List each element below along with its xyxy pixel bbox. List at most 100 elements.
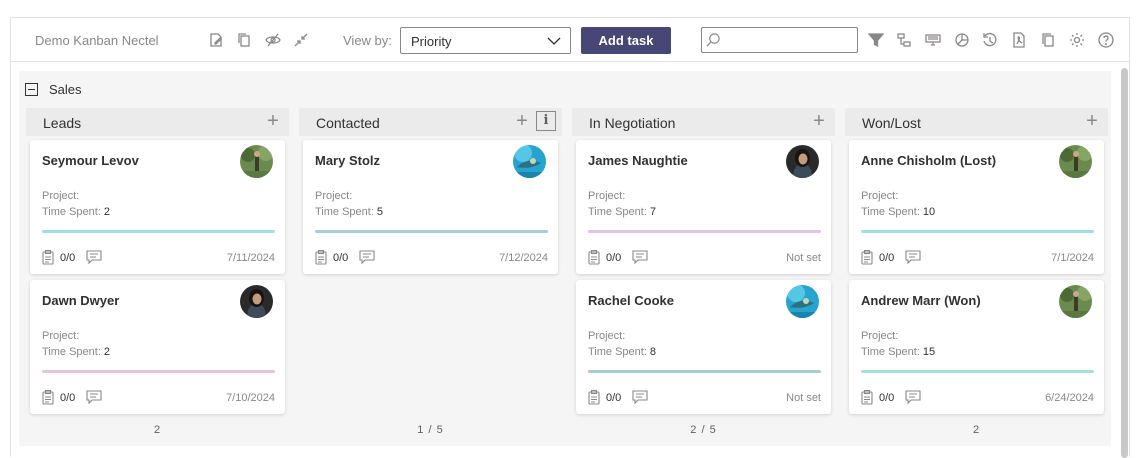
- project-field: Project:: [588, 190, 626, 202]
- add-card-plus-icon[interactable]: +: [1086, 110, 1098, 132]
- pdf-icon[interactable]: [1010, 31, 1028, 49]
- priority-bar: [42, 370, 275, 373]
- card-title: Mary Stolz: [315, 153, 381, 168]
- comment-icon[interactable]: [632, 250, 648, 265]
- avatar[interactable]: [1059, 285, 1092, 318]
- search-input[interactable]: [724, 31, 854, 49]
- task-card[interactable]: Dawn Dwyer Project: Time Spent: 2 0/0 7/1…: [30, 280, 285, 414]
- comment-icon[interactable]: [905, 390, 921, 405]
- duplicate-icon[interactable]: [1039, 31, 1057, 49]
- toolbar: Demo Kanban Nectel View by: Priority Add…: [11, 18, 1129, 62]
- avatar[interactable]: [240, 285, 273, 318]
- card-footer: 0/0 7/10/2024: [42, 389, 275, 406]
- chart-icon[interactable]: [953, 31, 971, 49]
- task-card[interactable]: Anne Chisholm (Lost) Project: Time Spent…: [849, 140, 1104, 274]
- column-count: 2: [153, 424, 162, 436]
- info-icon[interactable]: i: [536, 111, 556, 131]
- card-footer: 0/0 7/11/2024: [42, 249, 275, 266]
- task-card[interactable]: Mary Stolz Project: Time Spent: 5 0/0 7/1…: [303, 140, 558, 274]
- help-icon[interactable]: [1097, 31, 1115, 49]
- due-date: Not set: [786, 252, 821, 264]
- avatar[interactable]: [786, 285, 819, 318]
- avatar[interactable]: [786, 145, 819, 178]
- task-card[interactable]: Andrew Marr (Won) Project: Time Spent: 15…: [849, 280, 1104, 414]
- search-box: [701, 27, 858, 53]
- avatar[interactable]: [240, 145, 273, 178]
- time-spent-field: Time Spent: 15: [861, 346, 936, 358]
- copy-icon[interactable]: [235, 31, 253, 49]
- comment-icon[interactable]: [632, 390, 648, 405]
- priority-bar: [588, 370, 821, 373]
- kanban-board: Sales Leads + Seymour Levov Project: Tim…: [19, 71, 1111, 446]
- priority-bar: [861, 370, 1094, 373]
- task-card[interactable]: James Naughtie Project: Time Spent: 7 0/0…: [576, 140, 831, 274]
- column-title: Leads: [43, 115, 82, 131]
- time-spent-field: Time Spent: 7: [588, 206, 657, 218]
- collapse-icon[interactable]: [292, 31, 310, 49]
- card-title: Seymour Levov: [42, 153, 139, 168]
- checklist-icon: [588, 389, 600, 405]
- checklist-icon: [861, 249, 873, 265]
- priority-bar: [42, 230, 275, 233]
- checklist-count: 0/0: [60, 252, 76, 264]
- history-icon[interactable]: [981, 31, 999, 49]
- card-title: James Naughtie: [588, 153, 688, 168]
- card-title: Rachel Cooke: [588, 293, 674, 308]
- checklist-icon: [42, 249, 54, 265]
- comment-icon[interactable]: [359, 250, 375, 265]
- column-count: 1 / 5: [417, 424, 444, 436]
- checklist-count: 0/0: [879, 252, 895, 264]
- avatar[interactable]: [513, 145, 546, 178]
- column-title: Contacted: [316, 115, 380, 131]
- settings-icon[interactable]: [1068, 31, 1086, 49]
- swimlane-collapse-toggle[interactable]: [25, 83, 38, 96]
- column-leads: Leads + Seymour Levov Project: Time Spen…: [26, 108, 289, 441]
- priority-bar: [588, 230, 821, 233]
- tv-icon[interactable]: [924, 31, 942, 49]
- vertical-scrollbar[interactable]: [1121, 68, 1128, 458]
- card-title: Dawn Dwyer: [42, 293, 120, 308]
- checklist-count: 0/0: [606, 392, 622, 404]
- due-date: Not set: [786, 392, 821, 404]
- column-in-negotiation: In Negotiation + James Naughtie Project:…: [572, 108, 835, 441]
- project-field: Project:: [861, 330, 899, 342]
- column-won-lost: Won/Lost + Anne Chisholm (Lost) Project:…: [845, 108, 1108, 441]
- add-card-plus-icon[interactable]: +: [813, 110, 825, 132]
- checklist-count: 0/0: [60, 392, 76, 404]
- filter-icon[interactable]: [867, 31, 885, 49]
- add-card-plus-icon[interactable]: +: [516, 110, 528, 132]
- checklist-count: 0/0: [606, 252, 622, 264]
- column-count: 2 / 5: [690, 424, 717, 436]
- card-footer: 0/0 7/1/2024: [861, 249, 1094, 266]
- add-card-plus-icon[interactable]: +: [267, 110, 279, 132]
- priority-bar: [315, 230, 548, 233]
- due-date: 7/10/2024: [226, 392, 275, 404]
- column-header: Contacted + i: [299, 108, 562, 136]
- comment-icon[interactable]: [86, 390, 102, 405]
- card-footer: 0/0 Not set: [588, 249, 821, 266]
- time-spent-field: Time Spent: 2: [42, 346, 111, 358]
- time-spent-field: Time Spent: 10: [861, 206, 936, 218]
- project-field: Project:: [42, 330, 80, 342]
- view-by-select[interactable]: Priority: [400, 27, 571, 54]
- column-title: Won/Lost: [862, 115, 921, 131]
- column-header: Won/Lost +: [845, 108, 1108, 136]
- comment-icon[interactable]: [905, 250, 921, 265]
- task-card[interactable]: Rachel Cooke Project: Time Spent: 8 0/0 N…: [576, 280, 831, 414]
- card-title: Andrew Marr (Won): [861, 293, 981, 308]
- chevron-down-icon: [547, 37, 561, 45]
- comment-icon[interactable]: [86, 250, 102, 265]
- hierarchy-icon[interactable]: [895, 31, 913, 49]
- task-card[interactable]: Seymour Levov Project: Time Spent: 2 0/0 …: [30, 140, 285, 274]
- checklist-icon: [588, 249, 600, 265]
- card-footer: 0/0 Not set: [588, 389, 821, 406]
- project-field: Project:: [42, 190, 80, 202]
- edit-icon[interactable]: [207, 31, 225, 49]
- time-spent-field: Time Spent: 5: [315, 206, 384, 218]
- avatar[interactable]: [1059, 145, 1092, 178]
- card-footer: 0/0 6/24/2024: [861, 389, 1094, 406]
- project-field: Project:: [588, 330, 626, 342]
- add-task-button[interactable]: Add task: [581, 27, 671, 54]
- hide-icon[interactable]: [264, 31, 282, 49]
- kanban-app: Demo Kanban Nectel View by: Priority Add…: [10, 17, 1130, 458]
